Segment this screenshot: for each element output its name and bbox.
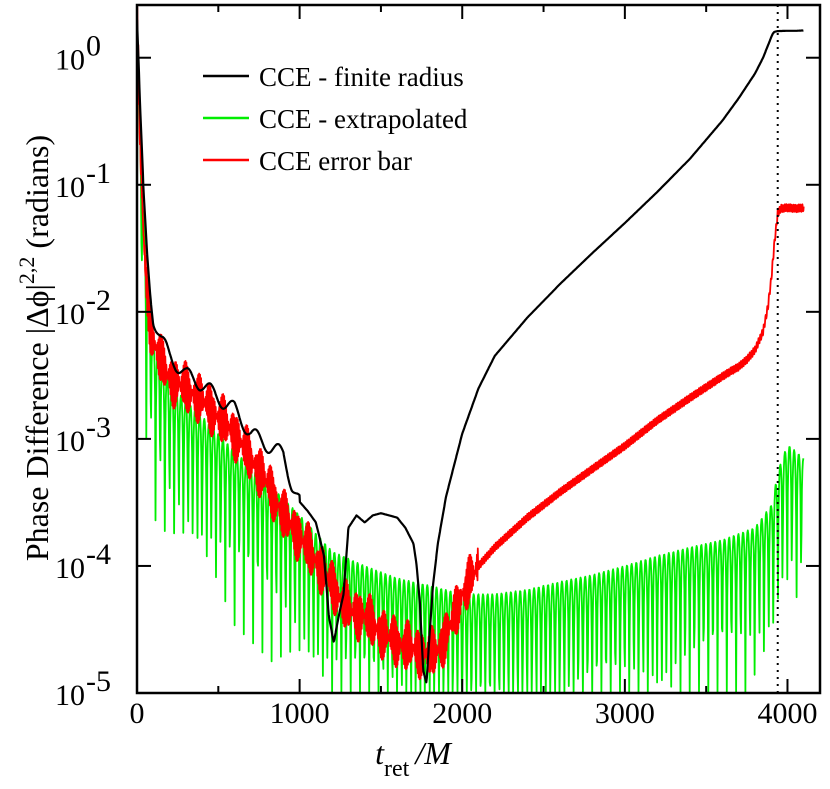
series-line-cce-finite-radius [137, 19, 805, 684]
x-axis-title-sub: ret [384, 756, 410, 782]
plot-frame [135, 3, 822, 695]
x-tick-label: 3000 [595, 697, 655, 730]
y-tick-label: 10 [55, 44, 85, 77]
legend: CCE - finite radius CCE - extrapolated C… [203, 62, 468, 176]
y-tick-exponent: -4 [86, 538, 111, 571]
axis-ticks [136, 5, 820, 694]
x-tick-label: 1000 [270, 697, 330, 730]
y-axis-title: Phase Difference |Δϕ|2,2 (radians) [14, 135, 55, 561]
y-axis-title-main: Phase Difference |Δϕ| [19, 284, 55, 561]
y-axis-title-rest: (radians) [19, 135, 55, 249]
x-tick-label: 0 [130, 697, 145, 730]
y-tick-exponent: -3 [86, 411, 111, 444]
y-tick-exponent: -1 [86, 157, 111, 190]
y-tick-exponent: -5 [86, 665, 111, 698]
legend-label-extrapolated: CCE - extrapolated [259, 104, 468, 134]
y-tick-exponent: 0 [86, 30, 101, 63]
legend-label-finite-radius: CCE - finite radius [259, 62, 464, 92]
legend-label-error-bar: CCE error bar [259, 146, 412, 176]
y-axis-title-sup: 2,2 [14, 257, 39, 285]
y-tick-label: 10 [55, 679, 85, 712]
x-tick-label: 2000 [432, 697, 492, 730]
x-axis-title-rest: /M [413, 735, 453, 771]
y-tick-label: 10 [55, 425, 85, 458]
y-tick-label: 10 [55, 298, 85, 331]
y-tick-label: 10 [55, 552, 85, 585]
series-layer [137, 6, 805, 693]
series-line-cce-extrapolated [137, 74, 805, 693]
x-axis-title-main: t [375, 735, 385, 771]
x-tick-labels: 0 1000 2000 3000 4000 [130, 697, 818, 730]
x-tick-label: 4000 [757, 697, 817, 730]
series-line-cce-error-bar [137, 6, 805, 681]
y-tick-label: 10 [55, 171, 85, 204]
x-axis-title: tret/M [375, 735, 453, 782]
y-tick-exponent: -2 [86, 284, 111, 317]
